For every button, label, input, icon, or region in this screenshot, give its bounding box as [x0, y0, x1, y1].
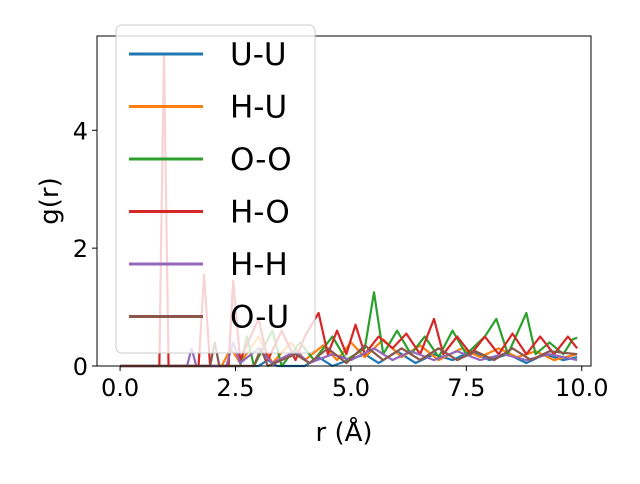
y-tick-label: 2: [73, 235, 88, 263]
legend-label: H-H: [230, 247, 288, 283]
axes-frame: [96, 35, 592, 367]
legend: U-U H-U O-O H-O H-H O-U: [115, 24, 316, 354]
x-tick-label: 5.0: [332, 374, 370, 402]
legend-label: U-U: [230, 37, 287, 73]
x-tick-label: 2.5: [216, 374, 254, 402]
y-tick-label: 4: [73, 117, 88, 145]
y-axis-label: g(r): [35, 177, 65, 224]
legend-label: O-U: [230, 300, 289, 336]
legend-label: H-U: [230, 90, 287, 126]
x-tick-label: 0.0: [101, 374, 139, 402]
x-tick-label: 7.5: [447, 374, 485, 402]
x-axis-label: r (Å): [315, 416, 372, 448]
tick-layer: 0.0 2.5 5.0 7.5 10.0 0 2 4: [73, 117, 609, 402]
y-tick-label: 0: [73, 353, 88, 381]
legend-label: O-O: [230, 142, 292, 178]
x-tick-label: 10.0: [555, 374, 608, 402]
legend-label: H-O: [230, 195, 290, 231]
